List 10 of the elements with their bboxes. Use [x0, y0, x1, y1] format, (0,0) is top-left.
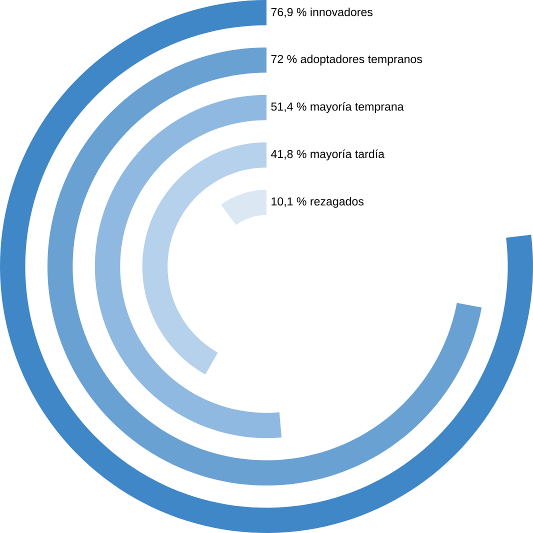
- data-label: 72 %: [271, 54, 297, 64]
- category-label: mayoría tardía: [310, 149, 385, 160]
- data-label: 51,4 %: [271, 102, 306, 112]
- data-label: 76,9 %: [271, 8, 306, 18]
- category-label: adoptadores tempranos: [300, 54, 422, 66]
- data-label: 41,8 %: [271, 150, 306, 160]
- category-label: mayoría temprana: [310, 102, 404, 113]
- category-label: rezagados: [310, 197, 364, 208]
- category-label: innovadores: [310, 8, 373, 16]
- data-label: 10,1 %: [272, 197, 306, 207]
